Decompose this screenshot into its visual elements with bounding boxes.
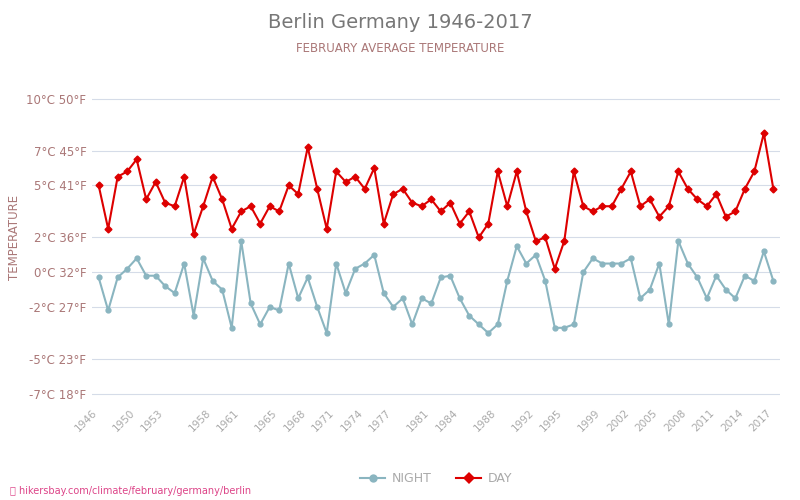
NIGHT (189, 312, 198, 318)
DAY (721, 214, 730, 220)
Text: Berlin Germany 1946-2017: Berlin Germany 1946-2017 (268, 12, 532, 32)
Y-axis label: TEMPERATURE: TEMPERATURE (8, 195, 21, 280)
Legend: NIGHT, DAY: NIGHT, DAY (355, 468, 517, 490)
DAY (322, 226, 331, 232)
DAY (759, 130, 769, 136)
NIGHT (341, 290, 350, 296)
NIGHT (730, 296, 740, 302)
NIGHT (493, 322, 502, 328)
DAY (559, 238, 569, 244)
DAY (189, 231, 198, 237)
NIGHT (769, 278, 778, 284)
NIGHT (236, 238, 246, 244)
DAY (474, 234, 483, 240)
NIGHT (94, 274, 103, 280)
Line: DAY: DAY (96, 131, 776, 271)
Line: NIGHT: NIGHT (96, 238, 776, 336)
Text: FEBRUARY AVERAGE TEMPERATURE: FEBRUARY AVERAGE TEMPERATURE (296, 42, 504, 56)
NIGHT (541, 278, 550, 284)
DAY (550, 266, 559, 272)
DAY (769, 186, 778, 192)
NIGHT (322, 330, 331, 336)
Text: 🏠 hikersbay.com/climate/february/germany/berlin: 🏠 hikersbay.com/climate/february/germany… (10, 486, 251, 496)
DAY (522, 208, 531, 214)
NIGHT (569, 322, 578, 328)
DAY (94, 182, 103, 188)
